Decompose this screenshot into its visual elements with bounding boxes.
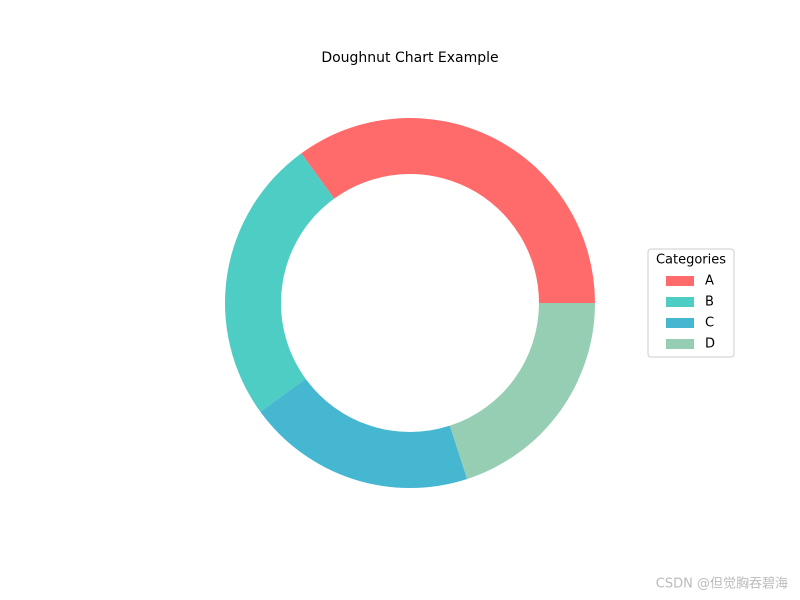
doughnut-slice bbox=[260, 378, 468, 488]
doughnut-slice bbox=[225, 153, 335, 412]
legend-title: Categories bbox=[656, 253, 726, 268]
legend-swatch bbox=[666, 339, 694, 349]
legend-swatch bbox=[666, 318, 694, 328]
doughnut-slice bbox=[449, 303, 595, 479]
chart-title: Doughnut Chart Example bbox=[321, 50, 498, 66]
doughnut-slice bbox=[301, 118, 595, 303]
legend-label: A bbox=[705, 274, 714, 289]
legend-swatch bbox=[666, 297, 694, 307]
legend-label: D bbox=[705, 337, 715, 352]
legend-swatch bbox=[666, 276, 694, 286]
legend-label: B bbox=[705, 295, 714, 310]
legend-label: C bbox=[705, 316, 714, 331]
watermark: CSDN @但觉胸吞碧海 bbox=[656, 577, 788, 592]
